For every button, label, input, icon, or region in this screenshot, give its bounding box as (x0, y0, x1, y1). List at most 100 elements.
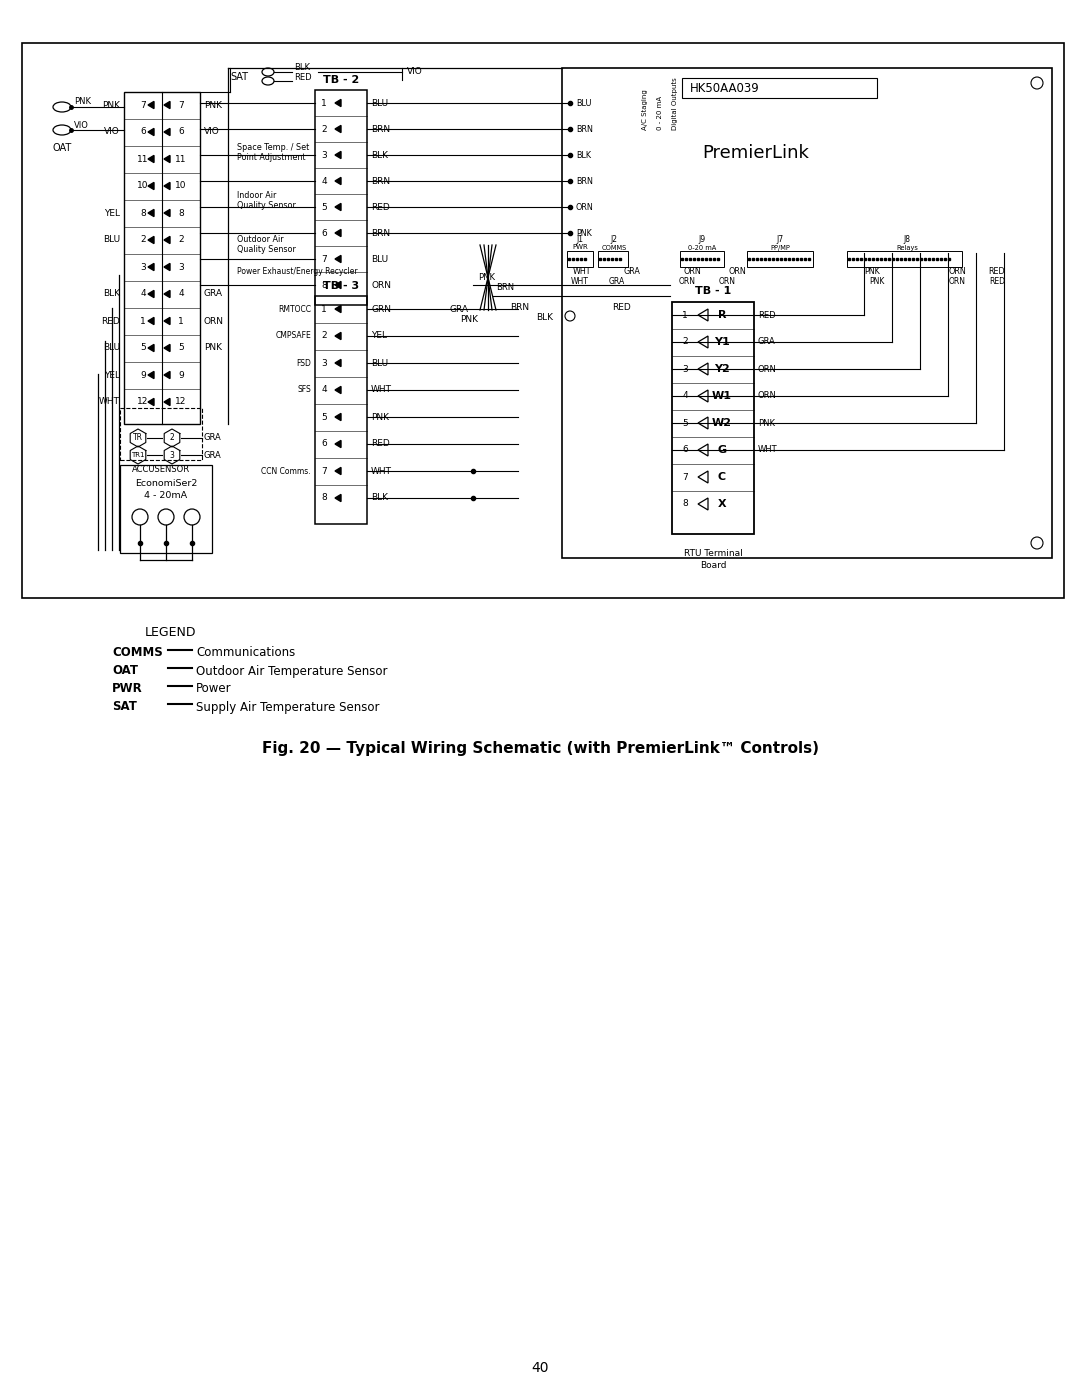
Polygon shape (335, 332, 341, 339)
Text: 2: 2 (170, 433, 174, 443)
Text: RED: RED (372, 440, 390, 448)
Text: 4: 4 (140, 289, 146, 299)
Text: ACCUSENSOR: ACCUSENSOR (132, 465, 190, 475)
Text: SAT: SAT (230, 73, 248, 82)
Polygon shape (164, 102, 170, 109)
Polygon shape (698, 416, 708, 429)
Text: TR: TR (133, 433, 143, 443)
Text: J9: J9 (699, 236, 705, 244)
Text: PNK: PNK (864, 267, 880, 277)
Text: 9: 9 (140, 370, 146, 380)
Text: 1: 1 (321, 305, 327, 313)
Text: RED: RED (989, 278, 1005, 286)
Text: BLU: BLU (372, 99, 388, 108)
Text: PNK: PNK (75, 98, 91, 106)
Bar (562, 68, 1052, 557)
Bar (847, 251, 962, 267)
Text: 40: 40 (531, 1361, 549, 1375)
Text: 5: 5 (140, 344, 146, 352)
Text: BRN: BRN (576, 176, 593, 186)
Bar (315, 89, 367, 305)
Text: BLK: BLK (372, 493, 388, 503)
Text: Outdoor Air Temperature Sensor: Outdoor Air Temperature Sensor (195, 665, 388, 678)
Text: GRN: GRN (372, 305, 391, 313)
Text: Supply Air Temperature Sensor: Supply Air Temperature Sensor (195, 700, 379, 714)
Text: PNK: PNK (204, 344, 222, 352)
Text: 5: 5 (321, 203, 327, 211)
Polygon shape (335, 126, 341, 133)
Polygon shape (148, 345, 154, 352)
Text: CCN Comms.: CCN Comms. (261, 467, 311, 475)
Text: J7: J7 (777, 236, 784, 244)
Bar (680, 251, 724, 267)
Text: BRN: BRN (496, 284, 514, 292)
Text: VIO: VIO (204, 127, 219, 137)
Bar (315, 296, 367, 524)
Text: Indoor Air: Indoor Air (237, 191, 276, 201)
Polygon shape (335, 468, 341, 475)
Text: OAT: OAT (52, 142, 71, 154)
Bar (120, 465, 212, 553)
Text: BLK: BLK (372, 151, 388, 159)
Text: BLK: BLK (103, 289, 120, 299)
Text: BRN: BRN (576, 124, 593, 134)
Text: 4: 4 (178, 289, 184, 299)
Text: 7: 7 (321, 254, 327, 264)
Text: Y2: Y2 (714, 365, 730, 374)
Polygon shape (148, 129, 154, 136)
Text: Relays: Relays (896, 244, 918, 251)
Polygon shape (698, 390, 708, 402)
Text: 2: 2 (140, 236, 146, 244)
Text: Y1: Y1 (714, 337, 730, 346)
Text: WHT: WHT (758, 446, 778, 454)
Text: EconomiSer2: EconomiSer2 (135, 479, 198, 488)
Text: RED: RED (294, 73, 312, 81)
Text: Space Temp. / Set: Space Temp. / Set (237, 144, 309, 152)
Text: YEL: YEL (372, 331, 387, 341)
Text: RTU Terminal: RTU Terminal (684, 549, 742, 559)
Text: TR1: TR1 (132, 453, 145, 458)
Text: VIO: VIO (105, 127, 120, 137)
Text: PNK: PNK (372, 412, 389, 422)
Text: TB - 1: TB - 1 (694, 286, 731, 296)
Text: RED: RED (758, 310, 775, 320)
Polygon shape (164, 129, 170, 136)
Text: 6: 6 (321, 229, 327, 237)
Polygon shape (148, 317, 154, 324)
Bar (672, 302, 754, 534)
Text: RED: RED (988, 267, 1005, 277)
Text: 7: 7 (321, 467, 327, 475)
Text: LEGEND: LEGEND (145, 626, 195, 640)
Polygon shape (148, 398, 154, 405)
Text: PP/MP: PP/MP (770, 244, 789, 251)
Bar (124, 92, 200, 425)
Text: Outdoor Air: Outdoor Air (237, 236, 284, 244)
Text: BLU: BLU (103, 236, 120, 244)
Polygon shape (335, 177, 341, 184)
Text: 2: 2 (321, 124, 327, 134)
Polygon shape (164, 264, 170, 271)
Text: 10: 10 (175, 182, 187, 190)
Text: RED: RED (102, 317, 120, 326)
Text: BLK: BLK (536, 313, 553, 323)
Text: 3: 3 (683, 365, 688, 373)
Text: PremierLink: PremierLink (702, 144, 809, 162)
Text: J2: J2 (610, 236, 618, 244)
Polygon shape (148, 102, 154, 109)
Text: 11: 11 (137, 155, 149, 163)
Text: ORN: ORN (758, 365, 777, 373)
Polygon shape (335, 414, 341, 420)
Text: J8: J8 (904, 236, 910, 244)
Text: 7: 7 (140, 101, 146, 109)
Text: GRA: GRA (609, 278, 625, 286)
Text: 8: 8 (683, 500, 688, 509)
Polygon shape (164, 345, 170, 352)
Text: ORN: ORN (204, 317, 224, 326)
Polygon shape (148, 236, 154, 243)
Text: 6: 6 (178, 127, 184, 137)
Text: GRA: GRA (204, 433, 221, 443)
Text: VIO: VIO (75, 120, 89, 130)
Text: BLU: BLU (576, 99, 592, 108)
Text: 2: 2 (321, 331, 327, 341)
Text: 6: 6 (321, 440, 327, 448)
